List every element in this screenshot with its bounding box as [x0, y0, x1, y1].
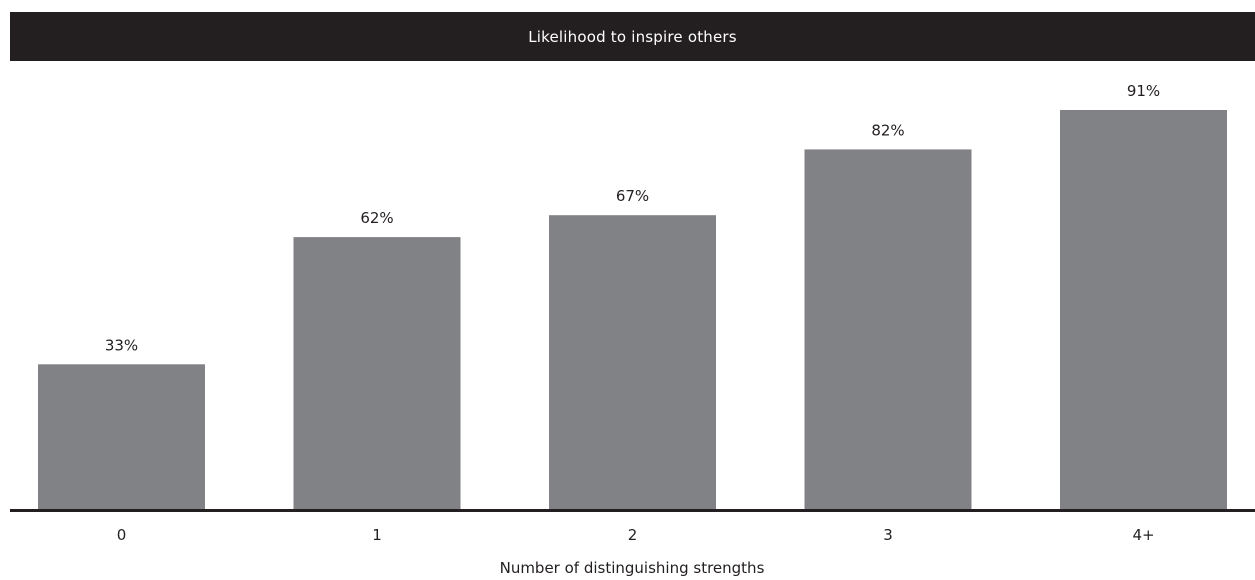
x-tick-label-3: 3 — [883, 526, 893, 544]
bar-3 — [804, 149, 972, 509]
value-label-2: 67% — [616, 187, 649, 205]
bar-2 — [549, 215, 716, 509]
bar-4+ — [1060, 110, 1227, 509]
value-labels-group: 33% 62% 67% 82% 91% — [105, 82, 1160, 354]
x-tick-labels-group: 0 1 2 3 4+ — [117, 526, 1155, 544]
bar-0 — [38, 364, 205, 509]
chart-title-bar: Likelihood to inspire others — [10, 12, 1255, 61]
value-label-3: 82% — [871, 121, 904, 139]
chart-title: Likelihood to inspire others — [528, 27, 737, 46]
value-label-0: 33% — [105, 336, 138, 354]
value-label-1: 62% — [360, 209, 393, 227]
x-tick-label-0: 0 — [117, 526, 127, 544]
x-tick-label-2: 2 — [628, 526, 638, 544]
x-tick-label-1: 1 — [372, 526, 382, 544]
bar-1 — [293, 237, 461, 509]
bars-group — [38, 110, 1227, 509]
x-tick-label-4+: 4+ — [1132, 526, 1154, 544]
x-axis-title: Number of distinguishing strengths — [500, 559, 765, 577]
value-label-4+: 91% — [1127, 82, 1160, 100]
